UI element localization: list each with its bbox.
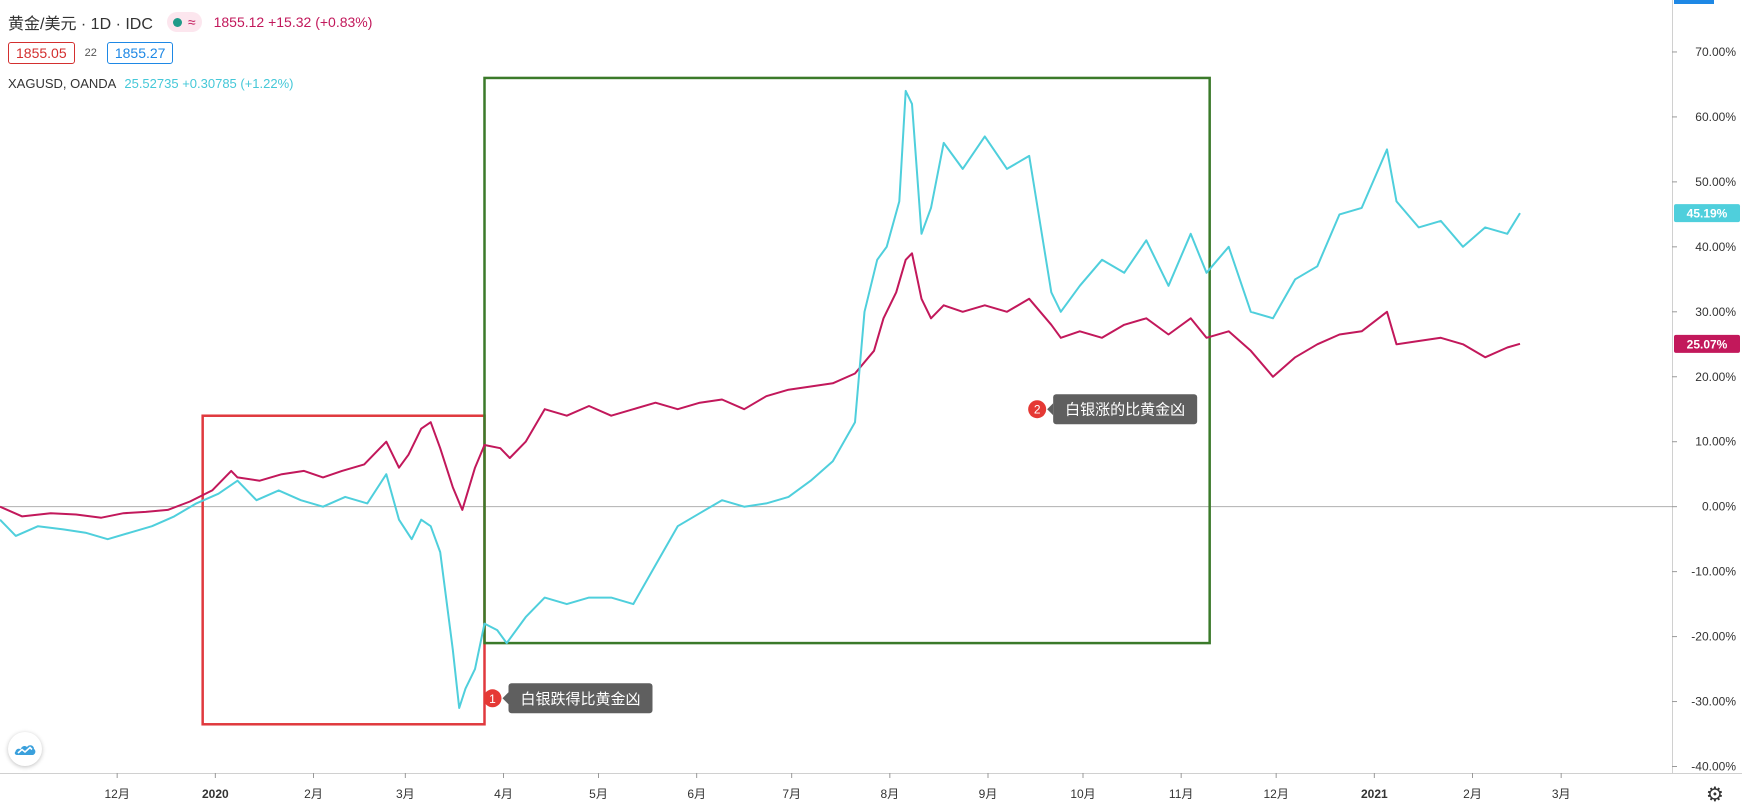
series-line-2	[0, 89, 1521, 709]
callout-pointer	[502, 692, 509, 705]
spread-value: 22	[84, 47, 97, 59]
x-tick-label: 2020	[202, 787, 229, 801]
compare-symbol-title[interactable]: XAGUSD, OANDA	[8, 76, 117, 91]
symbol-title[interactable]: 黄金/美元 · 1D · IDC	[8, 16, 153, 33]
legend-bid-ask: 1855.05 22 1855.27	[8, 42, 174, 64]
y-tick-label: 70.00%	[1695, 45, 1736, 59]
annotation-box-2	[483, 76, 1211, 645]
x-tick-label: 8月	[880, 787, 899, 801]
wave-icon: ≈	[187, 14, 196, 30]
y-tick-label: 30.00%	[1695, 305, 1736, 319]
legend-compare-symbol: XAGUSD, OANDA 25.52735 +0.30785 (+1.22%)	[8, 76, 294, 91]
y-tick-label: 10.00%	[1695, 435, 1736, 449]
x-tick-label: 2021	[1361, 787, 1388, 801]
last-value-labels: 25.07% 45.19%	[1674, 204, 1740, 353]
x-tick-label: 7月	[782, 787, 801, 801]
annotation-badge	[483, 689, 502, 708]
annotation-callout-box	[508, 683, 653, 714]
y-tick-label: -30.00%	[1691, 695, 1736, 709]
last-value-text: 25.07%	[1687, 337, 1728, 351]
x-tick-label: 10月	[1070, 787, 1095, 801]
y-tick-label: 50.00%	[1695, 175, 1736, 189]
gold-price-line: 1855.12 +15.32 (+0.83%)	[213, 14, 373, 30]
x-tick-label: 9月	[979, 787, 998, 801]
ask-price[interactable]: 1855.27	[106, 42, 174, 64]
y-tick-label: -40.00%	[1691, 760, 1736, 774]
x-tick-label: 11月	[1169, 787, 1193, 801]
legend-main-symbol: 黄金/美元 · 1D · IDC ≈ 1855.12 +15.32 (+0.83…	[8, 10, 372, 34]
settings-gear-icon[interactable]: ⚙	[1706, 784, 1724, 806]
y-tick-label: 0.00%	[1702, 500, 1736, 514]
y-tick-label: -20.00%	[1691, 630, 1736, 644]
x-tick-label: 2月	[1463, 787, 1482, 801]
annotation-badge	[1028, 400, 1047, 419]
x-tick-label: 3月	[396, 787, 415, 801]
y-axis: 70.00% 60.00% 50.00% 40.00% 30.00% 20.00% 10.0…	[1672, 45, 1736, 774]
last-value-badge	[1674, 334, 1740, 353]
x-tick-label: 2月	[304, 787, 323, 801]
bid-price[interactable]: 1855.05	[8, 42, 75, 64]
annotation-callout-box	[1053, 394, 1198, 425]
x-tick-label: 6月	[687, 787, 706, 801]
x-tick-label: 3月	[1552, 787, 1571, 801]
series-lines	[0, 89, 1521, 709]
series-line-1	[0, 252, 1521, 519]
annotation-number: 1	[489, 692, 496, 706]
x-tick-label: 4月	[494, 787, 513, 801]
annotation-text: 白银涨的比黄金凶	[1065, 401, 1185, 419]
y-tick-label: 40.00%	[1695, 240, 1736, 254]
last-value-text: 45.19%	[1687, 207, 1728, 221]
x-tick-label: 12月	[1263, 787, 1288, 801]
tradingview-logo-icon[interactable]	[8, 732, 42, 766]
callout-pointer	[1047, 403, 1054, 416]
y-tick-label: 20.00%	[1695, 370, 1736, 384]
market-open-dot	[172, 17, 182, 27]
x-tick-label: 12月	[104, 787, 129, 801]
scroll-indicator[interactable]	[1674, 0, 1714, 4]
market-status-pill[interactable]: ≈	[166, 12, 202, 32]
silver-price-line: 25.52735 +0.30785 (+1.22%)	[124, 76, 294, 91]
y-tick-label: 60.00%	[1695, 110, 1736, 124]
annotation-text: 白银跌得比黄金凶	[520, 690, 640, 708]
annotation-number: 2	[1034, 403, 1041, 417]
annotation-callouts: 1 白银跌得比黄金凶 2 白银涨的比黄金凶	[483, 394, 1198, 714]
annotation-boxes	[201, 76, 1211, 726]
y-tick-label: -10.00%	[1691, 565, 1736, 579]
x-axis: 12月 2020 2月 3月 4月 5月 6月 7月 8月 9月 10月 11月 12月 2021 2月 3月	[104, 773, 1571, 801]
x-tick-label: 5月	[589, 787, 608, 801]
last-value-badge	[1674, 204, 1740, 223]
